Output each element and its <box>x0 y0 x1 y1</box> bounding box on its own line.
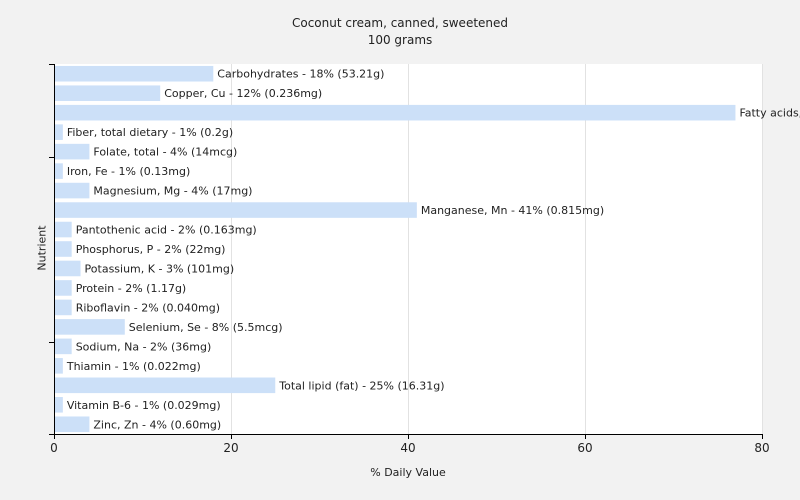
bar <box>54 85 161 101</box>
bar-label: Selenium, Se - 8% (5.5mcg) <box>129 321 283 334</box>
chart-title: Coconut cream, canned, sweetened <box>291 16 509 30</box>
bar <box>54 202 417 218</box>
bar <box>54 358 63 374</box>
bar-label: Magnesium, Mg - 4% (17mg) <box>93 185 252 198</box>
chart-subtitle: 100 grams <box>367 33 433 47</box>
bar-label: Riboflavin - 2% (0.040mg) <box>76 301 220 314</box>
x-tick-label: 20 <box>223 441 238 455</box>
bar <box>54 260 81 277</box>
bar <box>54 377 276 394</box>
bar <box>54 397 63 413</box>
bar-label: Phosphorus, P - 2% (22mg) <box>76 243 226 256</box>
x-tick-label: 80 <box>754 441 769 455</box>
bar <box>54 104 736 121</box>
bar <box>54 280 72 296</box>
bar <box>54 319 125 335</box>
y-axis-label: Nutrient <box>35 225 49 271</box>
bar-label: Vitamin B-6 - 1% (0.029mg) <box>67 399 221 412</box>
bar-label: Total lipid (fat) - 25% (16.31g) <box>278 379 444 392</box>
bar-label: Potassium, K - 3% (101mg) <box>85 262 235 275</box>
x-axis-label: % Daily Value <box>370 466 446 479</box>
bar-label: Carbohydrates - 18% (53.21g) <box>217 68 384 81</box>
bar-label: Zinc, Zn - 4% (0.60mg) <box>93 418 221 431</box>
bar-label: Manganese, Mn - 41% (0.815mg) <box>421 204 604 217</box>
bar-label: Copper, Cu - 12% (0.236mg) <box>164 87 322 100</box>
x-tick-label: 0 <box>50 441 58 455</box>
bar <box>54 241 72 257</box>
bar <box>54 416 90 433</box>
x-tick-label: 60 <box>577 441 592 455</box>
bar-label: Protein - 2% (1.17g) <box>76 282 187 295</box>
bar <box>54 124 63 140</box>
bar <box>54 338 72 355</box>
bar <box>54 299 72 316</box>
bar <box>54 65 214 82</box>
bar <box>54 163 63 179</box>
bar-label: Folate, total - 4% (14mcg) <box>93 146 237 159</box>
bar <box>54 221 72 238</box>
bar-label: Thiamin - 1% (0.022mg) <box>66 360 201 373</box>
bar-label: Iron, Fe - 1% (0.13mg) <box>67 165 190 178</box>
bar <box>54 182 90 199</box>
bar-label: Pantothenic acid - 2% (0.163mg) <box>76 224 257 237</box>
bar <box>54 143 90 160</box>
bar-label: Fatty acids, total saturated - 77% (15.4… <box>739 107 800 120</box>
bar-label: Fiber, total dietary - 1% (0.2g) <box>67 126 233 139</box>
x-tick-label: 40 <box>400 441 415 455</box>
bar-label: Sodium, Na - 2% (36mg) <box>76 340 212 353</box>
